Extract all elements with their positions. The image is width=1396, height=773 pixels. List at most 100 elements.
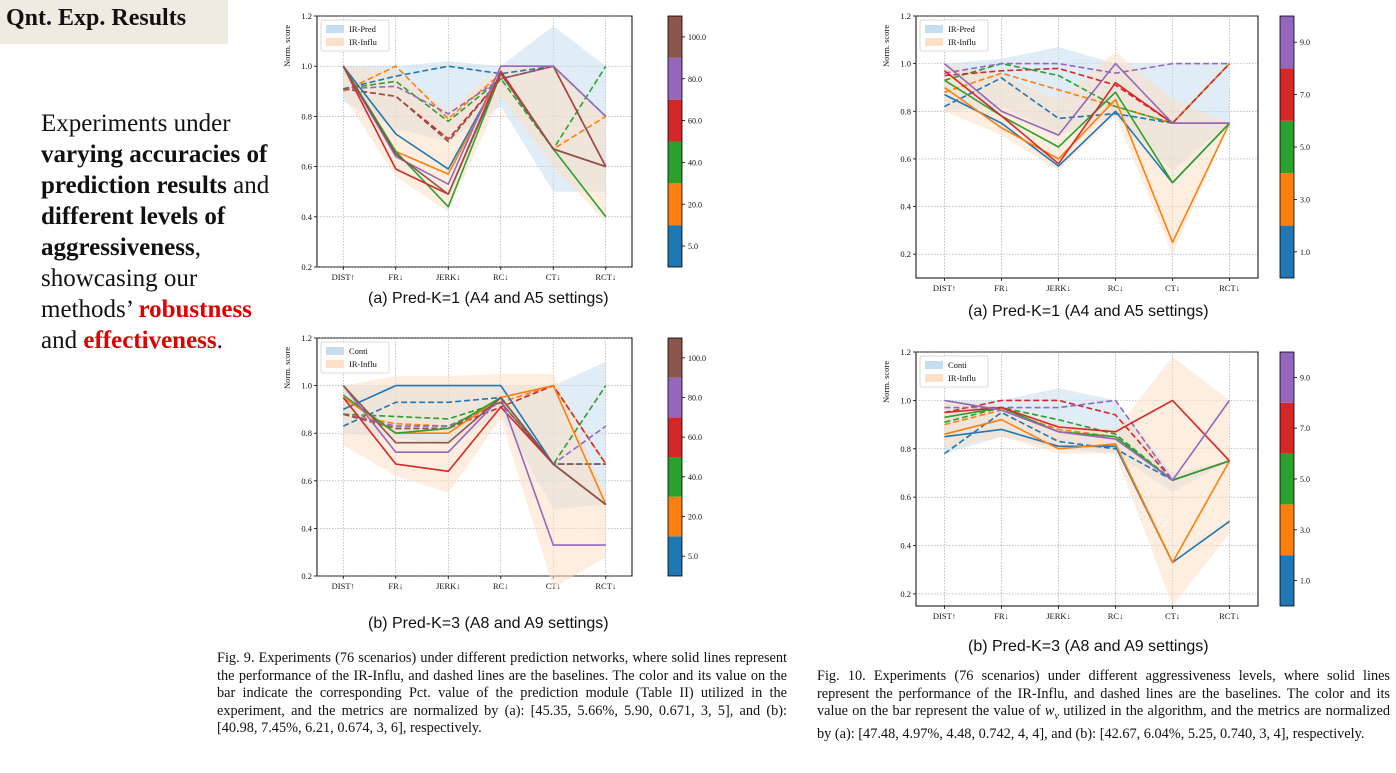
series-line-brown-solid xyxy=(342,385,607,506)
y-tick-label: 0.4 xyxy=(301,212,312,222)
subcaption-fig10a: (a) Pred-K=1 (A4 and A5 settings) xyxy=(968,303,1209,320)
legend: IR-Pred IR-Influ xyxy=(919,19,989,52)
x-tick-label: JERK↓ xyxy=(436,581,461,591)
x-tick-label: RCT↓ xyxy=(1219,283,1240,293)
y-axis-label: Norm. score xyxy=(282,25,292,67)
colorbar-tick-label: 1.0 xyxy=(1300,577,1310,586)
series-line-green-dashed xyxy=(343,65,607,150)
y-tick-label: 1.0 xyxy=(900,59,911,69)
series-line-red-dashed xyxy=(944,63,1231,124)
fig10a-svg: 0.2 0.4 0.6 0.8 1.0 1.2 DIST↑ FR↓ JERK↓ RC↓ CT↓ RCT… xyxy=(881,11,1310,293)
legend-label-baseline: Conti xyxy=(349,346,369,356)
chart-fig9a: 0.2 0.4 0.6 0.8 1.0 1.2 DIST↑ FR↓ JERK↓ RC↓ CT↓ RCT… xyxy=(280,8,720,283)
fig10-caption-part2: utilized in the algorithm, and the metri… xyxy=(817,703,1390,742)
x-tick-label: DIST↑ xyxy=(332,581,355,591)
y-tick-label: 0.2 xyxy=(900,589,911,599)
series-line-green-solid xyxy=(944,79,1231,184)
colorbar-tick-label: 5.0 xyxy=(688,552,698,561)
y-tick-label: 0.8 xyxy=(900,106,911,116)
colorbar-tick-label: 40.0 xyxy=(688,158,702,167)
colorbar-tick-label: 60.0 xyxy=(688,433,702,442)
legend-label-baseline: IR-Pred xyxy=(948,24,976,34)
legend-label-ours: IR-Influ xyxy=(349,37,378,47)
colorbar-tick-label: 20.0 xyxy=(688,200,702,209)
x-tick-label: JERK↓ xyxy=(1046,611,1071,621)
legend-swatch-baseline xyxy=(326,25,344,33)
colorbar-segment-purple xyxy=(1280,352,1294,403)
colorbar-segment-purple xyxy=(668,57,682,100)
colorbar-tick-label: 80.0 xyxy=(688,394,702,403)
summary-segment: different levels of aggressiveness xyxy=(41,203,226,261)
summary-segment: varying accuracies of prediction results xyxy=(41,141,268,199)
y-tick-label: 0.6 xyxy=(900,154,911,164)
y-tick-label: 0.4 xyxy=(301,523,312,533)
colorbar-tick-label: 100.0 xyxy=(688,33,706,42)
x-tick-label: FR↓ xyxy=(388,581,403,591)
summary-segment: . xyxy=(216,327,223,354)
colorbar-tick-label: 80.0 xyxy=(688,75,702,84)
ours-band xyxy=(343,66,606,222)
x-tick-label: CT↓ xyxy=(1165,611,1180,621)
colorbar-tick-label: 5.0 xyxy=(1300,143,1310,152)
fig10-caption-symbol: w xyxy=(1044,703,1055,720)
chart-fig10a: 0.2 0.4 0.6 0.8 1.0 1.2 DIST↑ FR↓ JERK↓ RC↓ CT↓ RCT… xyxy=(866,8,1386,298)
series-line-green-dashed xyxy=(343,385,607,465)
series-line-red-dashed xyxy=(343,65,607,167)
chart-fig9b: 0.20.40.60.81.01.2DIST↑FR↓JERK↓RC↓CT↓RCT… xyxy=(280,330,720,605)
ours-band xyxy=(343,373,606,588)
subcaption-fig9b: (b) Pred-K=3 (A8 and A9 settings) xyxy=(368,615,609,632)
summary-segment: effectiveness xyxy=(83,327,217,354)
colorbar-segment-brown xyxy=(668,338,682,378)
subcaption-fig10b: (b) Pred-K=3 (A8 and A9 settings) xyxy=(968,638,1209,655)
y-tick-label: 0.6 xyxy=(301,162,312,172)
x-tick-label: CT↓ xyxy=(1165,283,1180,293)
x-tick-label: DIST↑ xyxy=(332,272,355,282)
colorbar-tick-label: 3.0 xyxy=(1300,195,1310,204)
colorbar-segment-green xyxy=(668,457,682,497)
legend-label-ours: IR-Influ xyxy=(349,359,378,369)
x-tick-label: JERK↓ xyxy=(436,272,461,282)
colorbar-segment-green xyxy=(1280,453,1294,505)
x-tick-label: RCT↓ xyxy=(595,272,616,282)
colorbar-tick-label: 1.0 xyxy=(1300,248,1310,257)
x-tick-label: FR↓ xyxy=(994,283,1009,293)
colorbar-segment-purple xyxy=(668,377,682,418)
y-axis-label: Norm. score xyxy=(881,25,891,67)
series-line-green-solid xyxy=(342,65,607,218)
y-tick-label: 0.4 xyxy=(900,541,911,551)
colorbar-segment-red xyxy=(1280,402,1294,454)
series-line-orange-solid xyxy=(944,86,1231,244)
summary-segment: and xyxy=(226,172,270,199)
colorbar-segment-blue xyxy=(1280,225,1294,278)
colorbar-tick-label: 5.0 xyxy=(1300,475,1310,484)
fig9b-svg: 0.20.40.60.81.01.2DIST↑FR↓JERK↓RC↓CT↓RCT… xyxy=(282,333,706,591)
y-axis-label: Norm. score xyxy=(881,361,891,403)
y-tick-label: 1.2 xyxy=(900,11,911,21)
y-tick-label: 0.4 xyxy=(900,202,911,212)
x-tick-label: RC↓ xyxy=(1108,283,1124,293)
legend: Conti IR-Influ xyxy=(919,355,989,388)
legend-label-ours: IR-Influ xyxy=(948,37,977,47)
series-line-purple-solid xyxy=(944,399,1231,481)
fig10-caption-subscript: v xyxy=(1054,711,1059,723)
y-tick-label: 0.6 xyxy=(301,476,312,486)
y-tick-label: 0.6 xyxy=(900,492,911,502)
series-line-purple-dashed xyxy=(343,401,607,465)
y-tick-label: 1.0 xyxy=(900,395,911,405)
colorbar-tick-label: 60.0 xyxy=(688,117,702,126)
colorbar-segment-purple xyxy=(1280,16,1294,69)
legend-label-baseline: Conti xyxy=(948,360,968,370)
series-line-purple-solid xyxy=(342,385,606,546)
y-tick-label: 0.2 xyxy=(301,262,312,272)
colorbar-frame xyxy=(667,15,683,268)
legend: IR-Pred IR-Influ xyxy=(320,19,390,52)
y-tick-label: 0.8 xyxy=(301,111,312,121)
colorbar-segment-red xyxy=(668,417,682,457)
colorbar-segment-red xyxy=(668,99,682,142)
colorbar-segment-orange xyxy=(1280,504,1294,556)
y-tick-label: 0.2 xyxy=(301,571,312,581)
slide-title: Qnt. Exp. Results xyxy=(6,5,187,31)
y-tick-label: 1.0 xyxy=(301,61,312,71)
colorbar-tick-label: 3.0 xyxy=(1300,526,1310,535)
y-axis-label: Norm. score xyxy=(282,347,292,389)
